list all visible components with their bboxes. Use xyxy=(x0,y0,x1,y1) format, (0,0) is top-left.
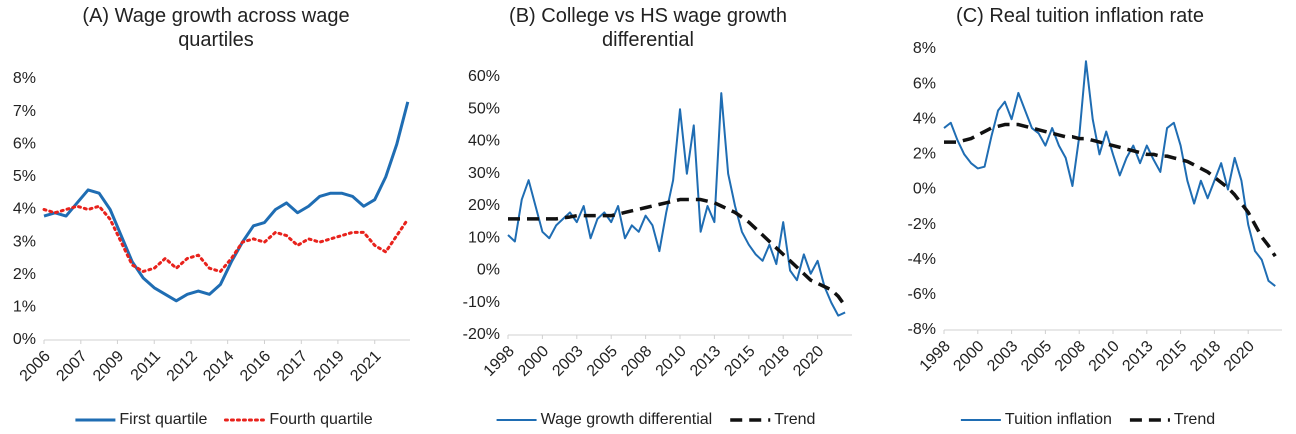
x-tick-label: 2003 xyxy=(549,343,586,380)
y-tick-label: 7% xyxy=(13,103,36,120)
line-series xyxy=(43,101,410,303)
x-tick-label: 2019 xyxy=(311,348,348,385)
x-tick-label: 2018 xyxy=(756,343,793,380)
y-tick-label: -20% xyxy=(463,326,500,343)
line-series xyxy=(507,92,846,317)
x-tick-label: 2007 xyxy=(53,348,90,385)
line-series xyxy=(943,60,1276,287)
x-tick-label: 2000 xyxy=(515,343,552,380)
legend-label: Trend xyxy=(1174,411,1215,428)
x-tick-label: 2011 xyxy=(128,348,164,384)
y-tick-label: 40% xyxy=(468,133,500,150)
y-tick-label: 2% xyxy=(13,266,36,283)
x-tick-label: 2000 xyxy=(950,338,987,375)
x-tick-label: 1998 xyxy=(917,338,954,375)
x-tick-label: 2009 xyxy=(90,348,127,385)
x-tick-label: 2010 xyxy=(1086,338,1123,375)
panel: 0% 1% 2% 3% 4% 5% 6% 7% 8% 2006 2007 2009 2011 2012 20… xyxy=(0,0,432,434)
chart-title: (C) Real tuition inflation rate xyxy=(956,5,1204,27)
y-tick-label: 0% xyxy=(913,181,936,198)
panel: -20% -10% 0% 10% 20% 30% 40% 50% 60% 1998 2000 2003… xyxy=(432,0,864,434)
y-tick-label: -4% xyxy=(908,251,936,268)
x-tick-label: 2018 xyxy=(1187,338,1224,375)
legend-label: Tuition inflation xyxy=(1005,411,1112,428)
legend-label: Fourth quartile xyxy=(269,411,372,428)
y-tick-label: 3% xyxy=(13,233,36,250)
y-tick-label: 30% xyxy=(468,165,500,182)
legend: Wage growth differential Trend xyxy=(496,411,815,428)
y-tick-label: 0% xyxy=(13,331,36,348)
chart: -20% -10% 0% 10% 20% 30% 40% 50% 60% 199820002003… xyxy=(463,68,852,428)
legend-label: Wage growth differential xyxy=(541,411,713,428)
panel: -8% -6% -4% -2% 0% 2% 4% 6% 8% 1998 2000 2003 2005 20… xyxy=(864,0,1296,434)
x-tick-label: 2021 xyxy=(347,348,384,385)
y-tick-label: -2% xyxy=(908,216,936,233)
y-tick-label: 20% xyxy=(468,197,500,214)
y-tick-label: 8% xyxy=(913,40,936,57)
x-tick-label: 2006 xyxy=(17,348,54,385)
x-tick-label: 2020 xyxy=(790,343,827,380)
y-tick-label: 0% xyxy=(477,262,500,279)
x-tick-label: 2003 xyxy=(984,338,1021,375)
y-tick-label: 50% xyxy=(468,100,500,117)
y-tick-label: 8% xyxy=(13,70,36,87)
y-tick-label: 5% xyxy=(13,168,36,185)
y-tick-label: -10% xyxy=(463,294,500,311)
line-series xyxy=(944,122,1277,258)
chart: 0%1%2%3%4%5%6%7%8%2006 2007 2009 2011 2012 20… xyxy=(13,70,410,428)
legend-label: First quartile xyxy=(119,411,207,428)
x-tick-label: 2015 xyxy=(1153,338,1190,375)
y-tick-label: 2% xyxy=(913,146,936,163)
x-tick-label: 2005 xyxy=(1018,338,1055,375)
legend: First quartile Fourth quartile xyxy=(75,411,373,428)
x-tick-label: 2014 xyxy=(200,348,237,385)
x-tick-label: 2020 xyxy=(1221,338,1258,375)
legend-label: Trend xyxy=(774,411,815,428)
y-tick-label: -8% xyxy=(908,321,936,338)
chart-title: (B) College vs HS wage growth differenti… xyxy=(509,5,787,51)
y-tick-label: 4% xyxy=(13,201,36,218)
chart-title: (A) Wage growth across wage quartiles xyxy=(82,5,350,51)
x-tick-label: 2013 xyxy=(1119,338,1156,375)
x-tick-label: 1998 xyxy=(481,343,518,380)
x-tick-label: 2017 xyxy=(274,348,311,385)
line-series xyxy=(508,197,847,307)
y-tick-label: 1% xyxy=(13,299,36,316)
x-tick-label: 2013 xyxy=(687,343,724,380)
x-tick-label: 2010 xyxy=(653,343,690,380)
x-tick-label: 2005 xyxy=(584,343,621,380)
y-tick-label: 10% xyxy=(468,229,500,246)
y-tick-label: 4% xyxy=(913,110,936,127)
x-tick-label: 2016 xyxy=(237,348,274,385)
x-tick-label: 2008 xyxy=(618,343,655,380)
chart: -8%-6%-4%-2%0%2%4%6%8%199820002003200520… xyxy=(908,40,1282,428)
legend: Tuition inflation Trend xyxy=(960,411,1215,428)
y-tick-label: 60% xyxy=(468,68,500,85)
x-tick-label: 2008 xyxy=(1052,338,1089,375)
x-tick-label: 2012 xyxy=(164,348,201,385)
y-tick-label: 6% xyxy=(13,135,36,152)
y-tick-label: 6% xyxy=(913,75,936,92)
y-tick-label: -6% xyxy=(908,286,936,303)
x-tick-label: 2015 xyxy=(721,343,758,380)
line-series xyxy=(42,204,410,273)
